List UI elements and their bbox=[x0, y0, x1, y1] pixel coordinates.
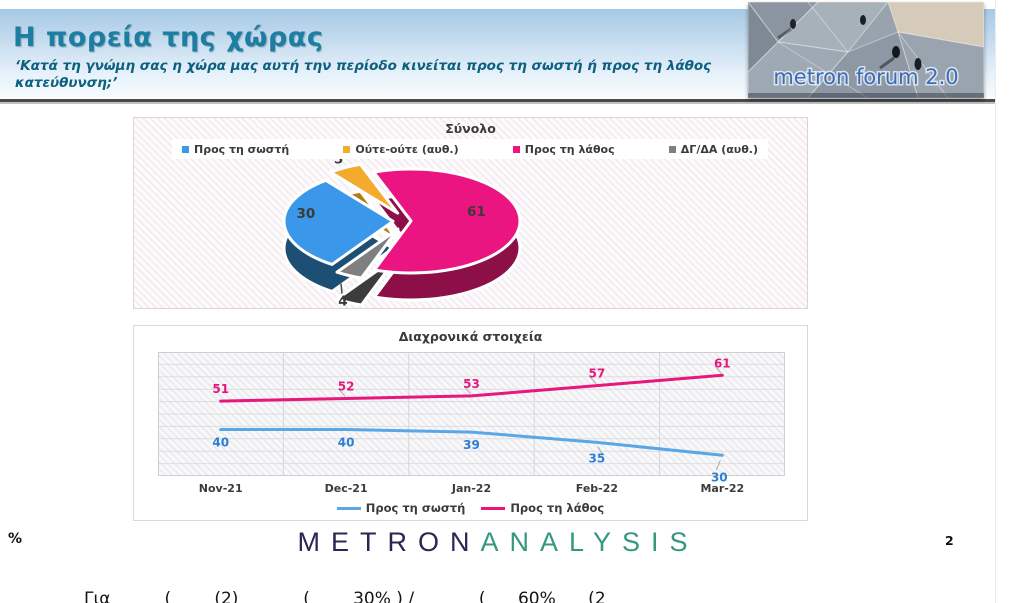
pie-slice bbox=[329, 162, 400, 215]
x-tick-label: Dec-21 bbox=[324, 482, 368, 495]
legend-label: Προς τη λάθος bbox=[524, 142, 615, 156]
percent-label: % bbox=[8, 531, 23, 547]
pie-slice bbox=[335, 227, 400, 280]
pie-data-label: 61 bbox=[467, 204, 486, 220]
legend-label: Προς τη σωστή bbox=[365, 501, 466, 515]
legend-swatch-icon bbox=[668, 145, 676, 153]
pie-data-label: 30 bbox=[297, 206, 316, 222]
legend-label: Προς τη σωστή bbox=[194, 142, 290, 156]
pie-chart-title: Σύνολο bbox=[445, 121, 496, 136]
metron-analysis-logo: METRONANALYSIS bbox=[0, 527, 996, 558]
logo-analysis-text: ANALYSIS bbox=[480, 527, 699, 557]
legend-label: Προς τη λάθος bbox=[510, 501, 605, 515]
line-data-label: 40 bbox=[338, 436, 355, 450]
subtitle-line-2: κατεύθυνση;’ bbox=[15, 75, 118, 91]
pie-legend: Προς τη σωστή Ούτε-ούτε (αυθ.) Προς τη λ… bbox=[172, 139, 768, 159]
x-tick-label: Jan-22 bbox=[451, 482, 492, 495]
person-figure bbox=[790, 19, 796, 29]
logo-text: metron forum 2.0 bbox=[773, 65, 958, 89]
person-figure bbox=[892, 46, 900, 58]
line-data-label: 53 bbox=[463, 377, 480, 391]
plot-border bbox=[158, 352, 785, 476]
person-figure bbox=[914, 58, 922, 70]
line-data-label: 57 bbox=[589, 367, 606, 381]
legend-swatch-icon bbox=[343, 145, 351, 153]
legend-item-line-lathos: Προς τη λάθος bbox=[481, 501, 604, 515]
line-chart: 40 40 39 35 30 51 52 53 57 61 bbox=[158, 352, 785, 484]
pie-chart: 30 5 61 4 bbox=[282, 152, 522, 310]
x-axis-labels: Nov-21 Dec-21 Jan-22 Feb-22 Mar-22 bbox=[158, 482, 785, 495]
line-data-label: 51 bbox=[212, 382, 229, 396]
x-tick-label: Feb-22 bbox=[575, 482, 619, 495]
label-leader bbox=[715, 460, 721, 471]
line-chart-panel: Διαχρονικά στοιχεία 40 40 39 35 30 51 52 53 57 61… bbox=[133, 325, 808, 521]
legend-item-lathos: Προς τη λάθος bbox=[512, 142, 615, 156]
person-figure bbox=[860, 15, 866, 25]
page-title: Η πορεία της χώρας bbox=[13, 22, 324, 53]
legend-swatch-icon bbox=[182, 145, 189, 153]
line-data-label: 40 bbox=[212, 436, 229, 450]
pie-chart-panel: Σύνολο 30 5 61 4 Προς τη σωστή Ούτε-ούτε (α… bbox=[133, 117, 808, 310]
line-data-label: 52 bbox=[338, 380, 355, 394]
series-line bbox=[219, 428, 724, 457]
legend-label: Ούτε-ούτε (αυθ.) bbox=[355, 142, 459, 156]
legend-line-swatch-icon bbox=[481, 506, 506, 510]
line-legend: Προς τη σωστή Προς τη λάθος bbox=[134, 501, 807, 515]
label-leader bbox=[338, 389, 346, 397]
line-chart-title: Διαχρονικά στοιχεία bbox=[398, 329, 543, 344]
x-tick-label: Mar-22 bbox=[700, 482, 745, 495]
line-data-label: 35 bbox=[589, 451, 606, 465]
label-leader bbox=[597, 446, 603, 454]
pie-slice bbox=[282, 178, 395, 266]
label-leader bbox=[589, 376, 597, 384]
series-line bbox=[219, 373, 724, 403]
legend-item-sosti: Προς τη σωστή bbox=[182, 143, 289, 156]
legend-item-oute: Ούτε-ούτε (αυθ.) bbox=[343, 142, 459, 156]
slide-right-edge bbox=[995, 0, 996, 603]
pie-data-label: 4 bbox=[338, 294, 347, 310]
subtitle-question: ‘Κατά τη γνώμη σας η χώρα μας αυτή την π… bbox=[15, 58, 711, 92]
line-data-label: 39 bbox=[463, 438, 480, 452]
legend-line-swatch-icon bbox=[336, 506, 361, 510]
legend-item-line-sosti: Προς τη σωστή bbox=[336, 501, 466, 515]
pie-data-label: 5 bbox=[334, 152, 343, 168]
page-number: 2 bbox=[945, 533, 954, 548]
header-divider-shadow bbox=[0, 102, 996, 104]
logo-metron-text: METRON bbox=[297, 527, 481, 557]
legend-item-dgda: ΔΓ/ΔΑ (αυθ.) bbox=[668, 142, 758, 156]
legend-swatch-icon bbox=[512, 145, 520, 153]
legend-label: ΔΓ/ΔΑ (αυθ.) bbox=[680, 142, 758, 156]
subtitle-line-1: ‘Κατά τη γνώμη σας η χώρα μας αυτή την π… bbox=[15, 58, 712, 74]
metron-forum-logo: metron forum 2.0 bbox=[748, 2, 984, 98]
x-tick-label: Nov-21 bbox=[198, 482, 243, 495]
pie-slice bbox=[372, 167, 522, 275]
label-leader bbox=[464, 386, 471, 395]
bottom-caption: Για ( (2) ( 30% ) / ( 60% (2 bbox=[84, 589, 606, 603]
line-data-label: 61 bbox=[714, 356, 731, 370]
line-data-label: 30 bbox=[711, 470, 728, 484]
header-divider bbox=[0, 99, 996, 102]
pie-label-leader bbox=[340, 283, 343, 294]
label-leader bbox=[714, 365, 722, 374]
line-chart-plot-area: 40 40 39 35 30 51 52 53 57 61 bbox=[158, 352, 785, 484]
